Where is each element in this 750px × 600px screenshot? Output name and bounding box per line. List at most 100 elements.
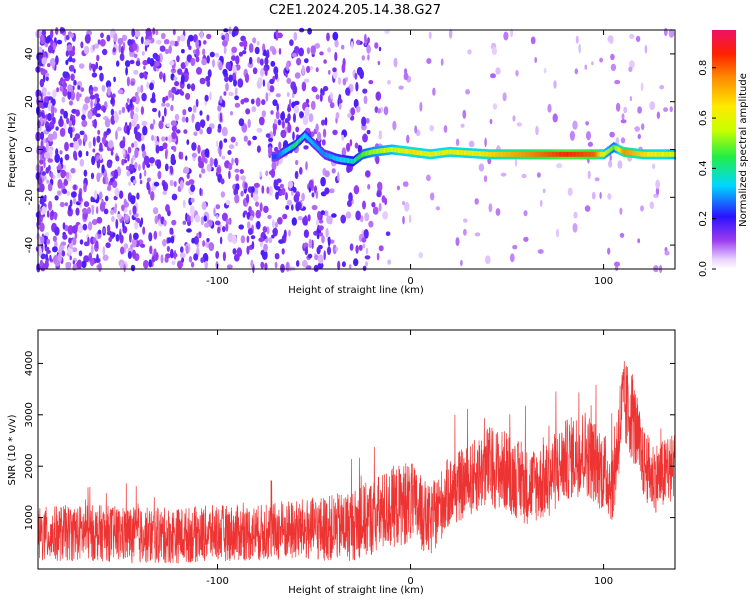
- noise-speckle: [163, 72, 166, 83]
- noise-speckle: [610, 63, 617, 72]
- noise-speckle: [217, 226, 221, 234]
- noise-speckle: [199, 77, 206, 85]
- noise-speckle: [376, 192, 381, 198]
- noise-speckle: [614, 79, 621, 85]
- noise-speckle: [640, 82, 644, 92]
- ridge-core: [531, 151, 533, 157]
- ridge-core: [522, 151, 525, 157]
- noise-speckle: [162, 96, 166, 104]
- noise-speckle: [280, 263, 285, 273]
- ridge-core: [641, 151, 643, 157]
- ridge-core: [283, 149, 285, 155]
- noise-speckle: [114, 187, 120, 197]
- noise-speckle: [317, 254, 324, 264]
- noise-speckle: [362, 88, 368, 94]
- ridge-core: [373, 149, 375, 155]
- noise-speckle: [220, 191, 226, 198]
- noise-speckle: [149, 82, 154, 91]
- noise-speckle: [84, 96, 91, 104]
- noise-speckle: [299, 167, 303, 175]
- noise-speckle: [419, 101, 423, 112]
- noise-speckle: [200, 257, 205, 263]
- x-tick-label: 100: [594, 276, 613, 287]
- noise-speckle: [99, 154, 103, 161]
- ridge-core: [623, 149, 626, 155]
- noise-speckle: [231, 55, 236, 61]
- ridge-core: [629, 150, 631, 156]
- noise-speckle: [324, 117, 328, 126]
- noise-speckle: [377, 60, 381, 66]
- noise-speckle: [280, 129, 287, 139]
- noise-speckle: [54, 195, 59, 201]
- ridge-core: [517, 151, 519, 157]
- noise-speckle: [291, 204, 294, 211]
- ridge-core: [505, 151, 507, 157]
- noise-speckle: [105, 176, 109, 185]
- noise-speckle: [89, 94, 96, 100]
- ridge-core: [427, 151, 430, 157]
- ridge-core: [402, 148, 404, 154]
- noise-speckle: [127, 146, 132, 154]
- noise-speckle: [353, 185, 360, 195]
- noise-speckle: [358, 244, 363, 251]
- noise-speckle: [152, 207, 159, 215]
- noise-speckle: [542, 188, 546, 194]
- ridge-core: [301, 135, 304, 141]
- noise-speckle: [303, 78, 310, 83]
- noise-speckle: [113, 113, 119, 123]
- noise-speckle: [113, 76, 116, 82]
- noise-speckle: [321, 119, 326, 126]
- noise-speckle: [239, 41, 245, 47]
- ridge-core: [390, 147, 393, 152]
- y-tick-label: 3000: [24, 402, 35, 427]
- ridge-core: [489, 151, 491, 157]
- ridge-core: [547, 151, 549, 157]
- noise-speckle: [70, 167, 76, 174]
- ridge-core: [282, 150, 284, 156]
- noise-speckle: [223, 91, 227, 96]
- ridge-core: [483, 151, 485, 157]
- noise-speckle: [165, 253, 171, 259]
- noise-speckle: [120, 234, 124, 242]
- noise-speckle: [495, 67, 501, 75]
- noise-speckle: [102, 227, 106, 234]
- noise-speckle: [94, 93, 99, 99]
- noise-speckle: [296, 260, 300, 267]
- noise-speckle: [491, 46, 497, 56]
- ridge-core: [310, 139, 313, 145]
- ridge-core: [471, 150, 474, 156]
- noise-speckle: [235, 173, 240, 182]
- noise-speckle: [607, 193, 612, 200]
- ridge-core: [293, 142, 295, 148]
- ridge-core: [394, 147, 396, 153]
- noise-speckle: [331, 213, 337, 218]
- ridge-core: [570, 151, 572, 157]
- noise-speckle: [341, 261, 346, 268]
- noise-speckle: [161, 102, 166, 107]
- noise-speckle: [225, 219, 231, 225]
- noise-speckle: [151, 134, 155, 142]
- ridge-core: [276, 153, 278, 159]
- noise-speckle: [173, 76, 178, 81]
- noise-speckle: [262, 79, 266, 87]
- noise-speckle: [159, 71, 163, 80]
- noise-speckle: [483, 175, 488, 183]
- noise-speckle: [371, 202, 376, 208]
- noise-speckle: [121, 158, 125, 166]
- noise-speckle: [62, 188, 68, 195]
- ridge-core: [408, 149, 410, 155]
- noise-speckle: [271, 47, 277, 56]
- noise-speckle: [304, 58, 309, 64]
- noise-speckle: [202, 48, 206, 56]
- noise-speckle: [92, 86, 99, 92]
- noise-speckle: [201, 58, 208, 66]
- noise-speckle: [92, 136, 96, 147]
- noise-speckle: [305, 161, 308, 171]
- noise-speckle: [335, 112, 340, 119]
- noise-speckle: [297, 216, 303, 221]
- noise-speckle: [115, 130, 118, 141]
- noise-speckle: [443, 125, 448, 133]
- noise-speckle: [208, 242, 215, 252]
- noise-speckle: [144, 40, 150, 46]
- noise-speckle: [199, 110, 203, 116]
